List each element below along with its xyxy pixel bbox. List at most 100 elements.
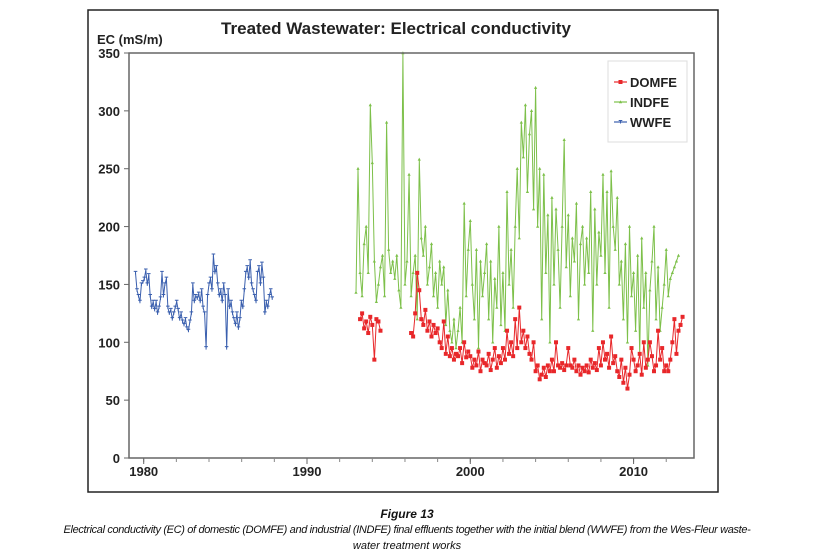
domfe-point <box>476 349 481 354</box>
indfe-point <box>544 271 548 275</box>
indfe-point <box>568 294 572 298</box>
wwfe-point <box>235 311 239 315</box>
indfe-point <box>654 317 658 321</box>
domfe-point <box>554 340 559 345</box>
domfe-point <box>658 357 663 362</box>
domfe-point <box>417 288 422 293</box>
domfe-point <box>421 322 426 327</box>
wwfe-point <box>205 294 210 298</box>
wwfe-point <box>243 270 248 275</box>
indfe-point <box>527 132 532 136</box>
indfe-point <box>491 340 495 344</box>
indfe-point <box>362 242 366 246</box>
wwfe-point <box>191 282 195 286</box>
domfe-point <box>605 351 610 356</box>
domfe-point <box>480 357 485 362</box>
wwfe-point <box>226 288 230 292</box>
indfe-point <box>376 282 381 286</box>
wwfe-point <box>145 282 150 286</box>
domfe-point <box>590 365 595 370</box>
domfe-point <box>521 328 526 333</box>
indfe-point <box>562 137 566 141</box>
indfe-point <box>589 190 593 194</box>
domfe-point <box>466 349 471 354</box>
indfe-point <box>501 271 505 275</box>
domfe-point <box>627 372 632 377</box>
x-tick-label: 1990 <box>293 464 322 479</box>
indfe-point <box>591 328 595 332</box>
indfe-point <box>523 103 527 107</box>
indfe-point <box>497 224 501 228</box>
indfe-point <box>601 172 605 176</box>
wwfe-point <box>266 305 270 310</box>
indfe-point <box>511 305 515 309</box>
domfe-point <box>494 365 499 370</box>
wwfe-point <box>174 299 179 304</box>
wwfe-point <box>163 282 167 286</box>
indfe-point <box>427 265 432 269</box>
indfe-point <box>505 190 509 194</box>
indfe-point <box>644 271 648 275</box>
wwfe-point <box>211 253 216 257</box>
legend-marker-domfe <box>618 80 623 84</box>
indfe-point <box>625 340 630 344</box>
indfe-point <box>452 317 456 321</box>
indfe-point <box>356 166 360 170</box>
wwfe-point <box>195 296 200 300</box>
axes: 0 50 100 150 200 250 300 350 1980 1990 2000 2010 <box>98 46 667 479</box>
wwfe-point <box>224 346 229 350</box>
domfe-point <box>611 361 616 366</box>
domfe-point <box>564 363 569 368</box>
domfe-point <box>656 328 661 333</box>
wwfe-point <box>249 282 254 286</box>
domfe-point <box>423 307 428 312</box>
wwfe-point <box>242 288 247 292</box>
indfe-point <box>668 276 672 280</box>
wwfe-point <box>133 270 138 275</box>
indfe-point <box>556 247 560 251</box>
domfe-point <box>449 346 454 351</box>
series-wwfe <box>133 253 275 350</box>
y-tick-label: 0 <box>113 451 120 466</box>
domfe-point <box>507 351 512 356</box>
domfe-point <box>453 351 458 356</box>
x-tick-label: 2010 <box>619 464 648 479</box>
domfe-point <box>437 340 442 345</box>
wwfe-point <box>183 317 188 321</box>
wwfe-point <box>189 311 194 315</box>
domfe-point <box>515 346 520 351</box>
domfe-point <box>525 334 530 339</box>
indfe-point <box>515 166 519 170</box>
indfe-point <box>531 207 536 211</box>
domfe-point <box>431 322 436 327</box>
domfe-point <box>641 340 646 345</box>
indfe-point <box>672 265 677 269</box>
indfe-point <box>648 288 652 292</box>
indfe-point <box>421 253 425 257</box>
wwfe-point <box>149 305 154 310</box>
domfe-point <box>368 314 373 319</box>
wwfe-point <box>142 276 147 281</box>
domfe-point <box>435 326 440 331</box>
x-tick-label: 1980 <box>129 464 158 479</box>
domfe-point <box>492 346 497 351</box>
indfe-point <box>546 213 550 217</box>
indfe-point <box>468 218 472 222</box>
domfe-point <box>362 326 367 331</box>
indfe-point <box>607 305 611 309</box>
wwfe-point <box>179 311 183 315</box>
wwfe-point <box>146 273 151 277</box>
wwfe-point <box>148 294 153 298</box>
domfe-point <box>584 363 589 368</box>
indfe-point <box>438 259 442 263</box>
domfe-point <box>419 317 424 322</box>
indfe-point <box>458 305 462 309</box>
indfe-point <box>578 242 583 246</box>
wwfe-point <box>267 294 272 298</box>
domfe-point <box>360 311 365 316</box>
indfe-point <box>599 253 603 257</box>
indfe-point <box>487 317 491 321</box>
indfe-point <box>466 247 470 251</box>
domfe-point <box>558 365 563 370</box>
caption-line-1: Electrical conductivity (EC) of domestic… <box>63 524 751 536</box>
